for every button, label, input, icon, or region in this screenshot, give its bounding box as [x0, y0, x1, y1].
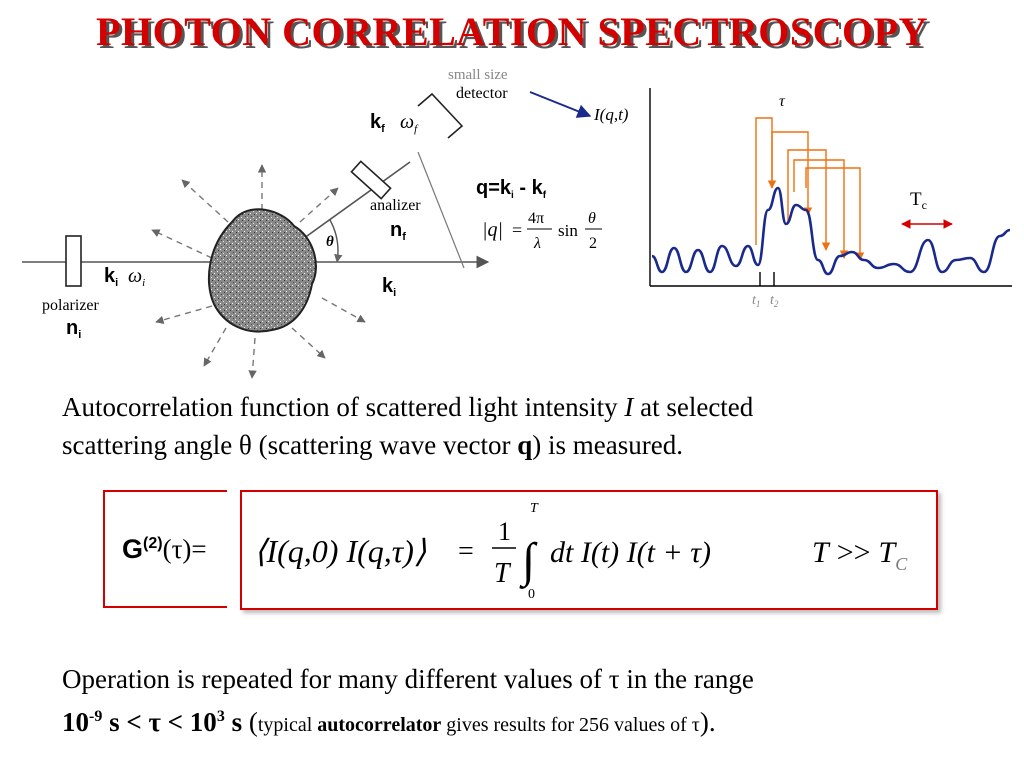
tau-label: τ	[779, 93, 786, 110]
ki-incident-label: ki	[104, 265, 118, 289]
tc-label: Tc	[910, 189, 927, 212]
g2-frame	[103, 490, 227, 608]
formula-frac-num: 1	[498, 517, 511, 546]
scatter-rays	[151, 164, 366, 379]
autocorrelator-term: autocorrelator	[317, 714, 442, 736]
nf-label: nf	[390, 219, 406, 243]
ni-label: ni	[66, 317, 81, 341]
detector-label: detector	[456, 85, 508, 102]
kf-label: kf	[370, 111, 385, 135]
q-symbol: q	[517, 430, 533, 460]
q-guide-line	[417, 151, 465, 269]
q-equation: q=ki - kf	[476, 177, 547, 201]
scattering-diagram: small size detector kf ωf analizer nf q=…	[22, 67, 1012, 379]
g2-label: G(2)(τ)=	[122, 534, 207, 564]
omega-i-label: ωi	[128, 265, 145, 289]
operation-line-1: Operation is repeated for many different…	[62, 664, 754, 694]
tau-arrows	[755, 117, 865, 261]
sample	[207, 208, 317, 333]
operation-line-2: 10-9 s < τ < 103 s (typical autocorrelat…	[62, 707, 716, 737]
formula-frame	[240, 490, 938, 610]
svg-text:4π: 4π	[528, 210, 544, 227]
omega-f-label: ωf	[400, 111, 419, 135]
formula-frac-den: T	[494, 558, 512, 589]
intensity-curve	[651, 186, 1011, 276]
polarizer-label: polarizer	[42, 297, 100, 314]
analyzer-label: analizer	[370, 197, 421, 214]
integral-upper: T	[530, 501, 539, 516]
description-line-1: Autocorrelation function of scattered li…	[62, 392, 754, 422]
description-paragraph: Autocorrelation function of scattered li…	[62, 388, 753, 464]
theta-label: θ	[326, 234, 334, 250]
formula-lhs: ⟨I(q,0) I(q,τ)⟩	[254, 533, 427, 569]
operation-paragraph: Operation is repeated for many different…	[62, 660, 754, 744]
autocorrelation-formula: ⟨I(q,0) I(q,τ)⟩ = 1 T T ∫ 0 dt I(t) I(t …	[254, 501, 908, 602]
description-line-2: scattering angle θ (scattering wave vect…	[62, 430, 683, 460]
svg-text:|q|: |q|	[482, 219, 503, 241]
svg-text:λ: λ	[533, 235, 541, 252]
theta-arc	[329, 219, 343, 263]
intensity-plot: I(q,t) τ Tc t1 t2	[593, 88, 1012, 309]
detector-small-label: small size	[448, 67, 508, 83]
svg-text:2: 2	[589, 235, 597, 252]
formula-integrand: dt I(t) I(t + τ)	[550, 536, 711, 569]
ki-out-label: ki	[382, 275, 396, 299]
page-title: PHOTON CORRELATION SPECTROSCOPY	[96, 9, 928, 54]
formula-equals: =	[458, 536, 474, 567]
t1-label: t1	[752, 293, 760, 309]
t2-label: t2	[770, 293, 779, 309]
analyzer-plate	[350, 160, 392, 200]
intensity-symbol: I	[624, 392, 634, 422]
svg-text:sin: sin	[558, 221, 578, 240]
integral-sign: ∫	[519, 534, 538, 589]
svg-text:θ: θ	[588, 210, 596, 227]
svg-text:=: =	[512, 220, 522, 240]
detector-bracket	[417, 92, 464, 139]
integral-lower: 0	[528, 587, 535, 602]
detector-pointer	[529, 91, 592, 118]
polarizer-plate	[65, 235, 82, 287]
plot-ylabel: I(q,t)	[593, 105, 629, 124]
q-magnitude-formula: |q| = 4π λ sin θ 2	[482, 210, 602, 252]
condition: T >> TC	[812, 536, 908, 574]
